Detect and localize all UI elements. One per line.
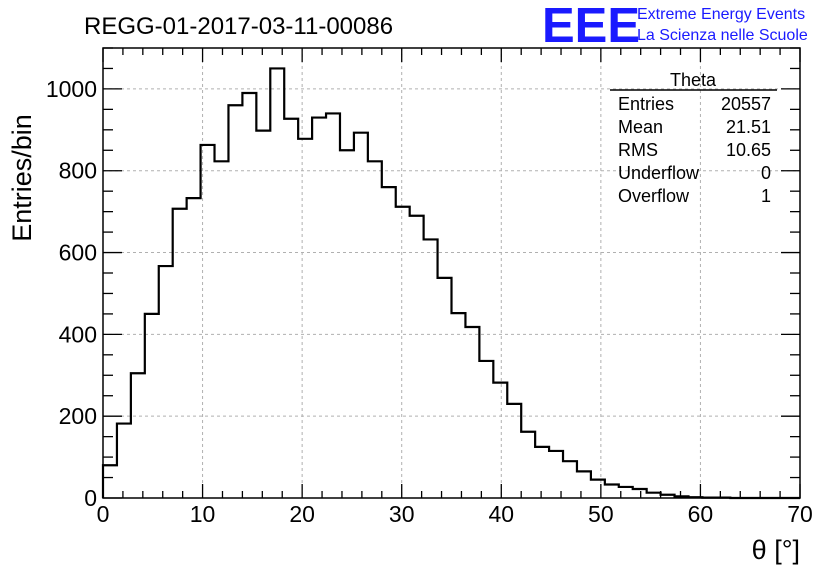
eee-logo: EEE Extreme Energy Events La Scienza nel… [542,0,808,53]
eee-logo-line1: Extreme Energy Events [637,6,805,23]
histogram-bin [131,373,145,498]
histogram-bin [284,119,298,498]
histogram-outline [101,67,800,500]
eee-logo-line2: La Scienza nelle Scuole [637,27,808,44]
stats-label-overflow: Overflow [618,186,690,206]
histogram-bin [507,404,521,498]
x-tick-label: 50 [588,501,614,527]
histogram-bin [298,139,312,498]
histogram-bin [479,361,493,498]
histogram-bin [215,161,229,498]
stats-value-underflow: 0 [761,163,771,183]
histogram-bin [270,68,284,498]
stats-value-overflow: 1 [761,186,771,206]
histogram-bin [103,465,117,498]
histogram-bin [605,485,619,499]
histogram-bin [577,471,591,498]
y-tick-label: 0 [84,485,97,511]
stats-label-mean: Mean [618,117,663,137]
stats-value-rms: 10.65 [726,140,771,160]
x-tick-label: 0 [97,501,110,527]
x-tick-label: 70 [787,501,813,527]
stats-value-mean: 21.51 [726,117,771,137]
x-axis-title: θ [°] [752,535,800,565]
plot-frame [102,47,801,499]
histogram-bin [521,432,535,498]
histogram-bin [354,133,368,498]
histogram-bin [465,327,479,498]
stats-value-entries: 20557 [721,94,771,114]
histogram-bin [340,150,354,498]
histogram-bin [242,93,256,498]
histogram-bin [173,209,187,498]
y-tick-label: 1000 [46,76,97,102]
histogram-bin [256,131,270,498]
histogram-bin [228,105,242,498]
stats-label-underflow: Underflow [618,163,700,183]
stats-label-entries: Entries [618,94,674,114]
x-tick-label: 10 [190,501,216,527]
y-tick-label: 200 [59,403,97,429]
histogram-bin [410,216,424,498]
x-tick-label: 60 [688,501,714,527]
x-tick-label: 20 [289,501,315,527]
y-axis-title: Entries/bin [7,114,37,242]
grid-lines [103,48,800,498]
histogram-bin [438,278,452,498]
x-tick-labels: 0 10 20 30 40 50 60 70 [97,501,813,527]
y-tick-labels: 0 200 400 600 800 1000 [46,76,97,511]
histogram-bin [633,489,647,498]
chart-title: REGG-01-2017-03-11-00086 [84,13,393,40]
axis-ticks [102,47,801,499]
histogram-bin [563,461,577,498]
histogram-bin [382,187,396,498]
y-tick-label: 600 [59,240,97,266]
histogram-bin [493,383,507,498]
histogram-bin [396,207,410,498]
histogram-bin [187,198,201,498]
stats-label-rms: RMS [618,140,658,160]
x-tick-label: 40 [488,501,514,527]
eee-logo-mark: EEE [542,0,640,53]
histogram-bin [312,118,326,498]
histogram-bin [424,239,438,498]
histogram-bin [549,451,563,498]
y-tick-label: 400 [59,321,97,347]
stats-box-title: Theta [670,70,717,90]
histogram-bin [145,314,159,498]
histogram-bin [368,161,382,498]
histogram-bin [452,313,466,498]
stats-box: Theta Entries 20557 Mean 21.51 RMS 10.65… [610,70,777,206]
x-tick-label: 30 [389,501,415,527]
histogram-bin [535,447,549,498]
histogram-bin [117,424,131,498]
histogram-bin [159,266,173,498]
histogram-bin [591,480,605,498]
y-tick-label: 800 [59,158,97,184]
